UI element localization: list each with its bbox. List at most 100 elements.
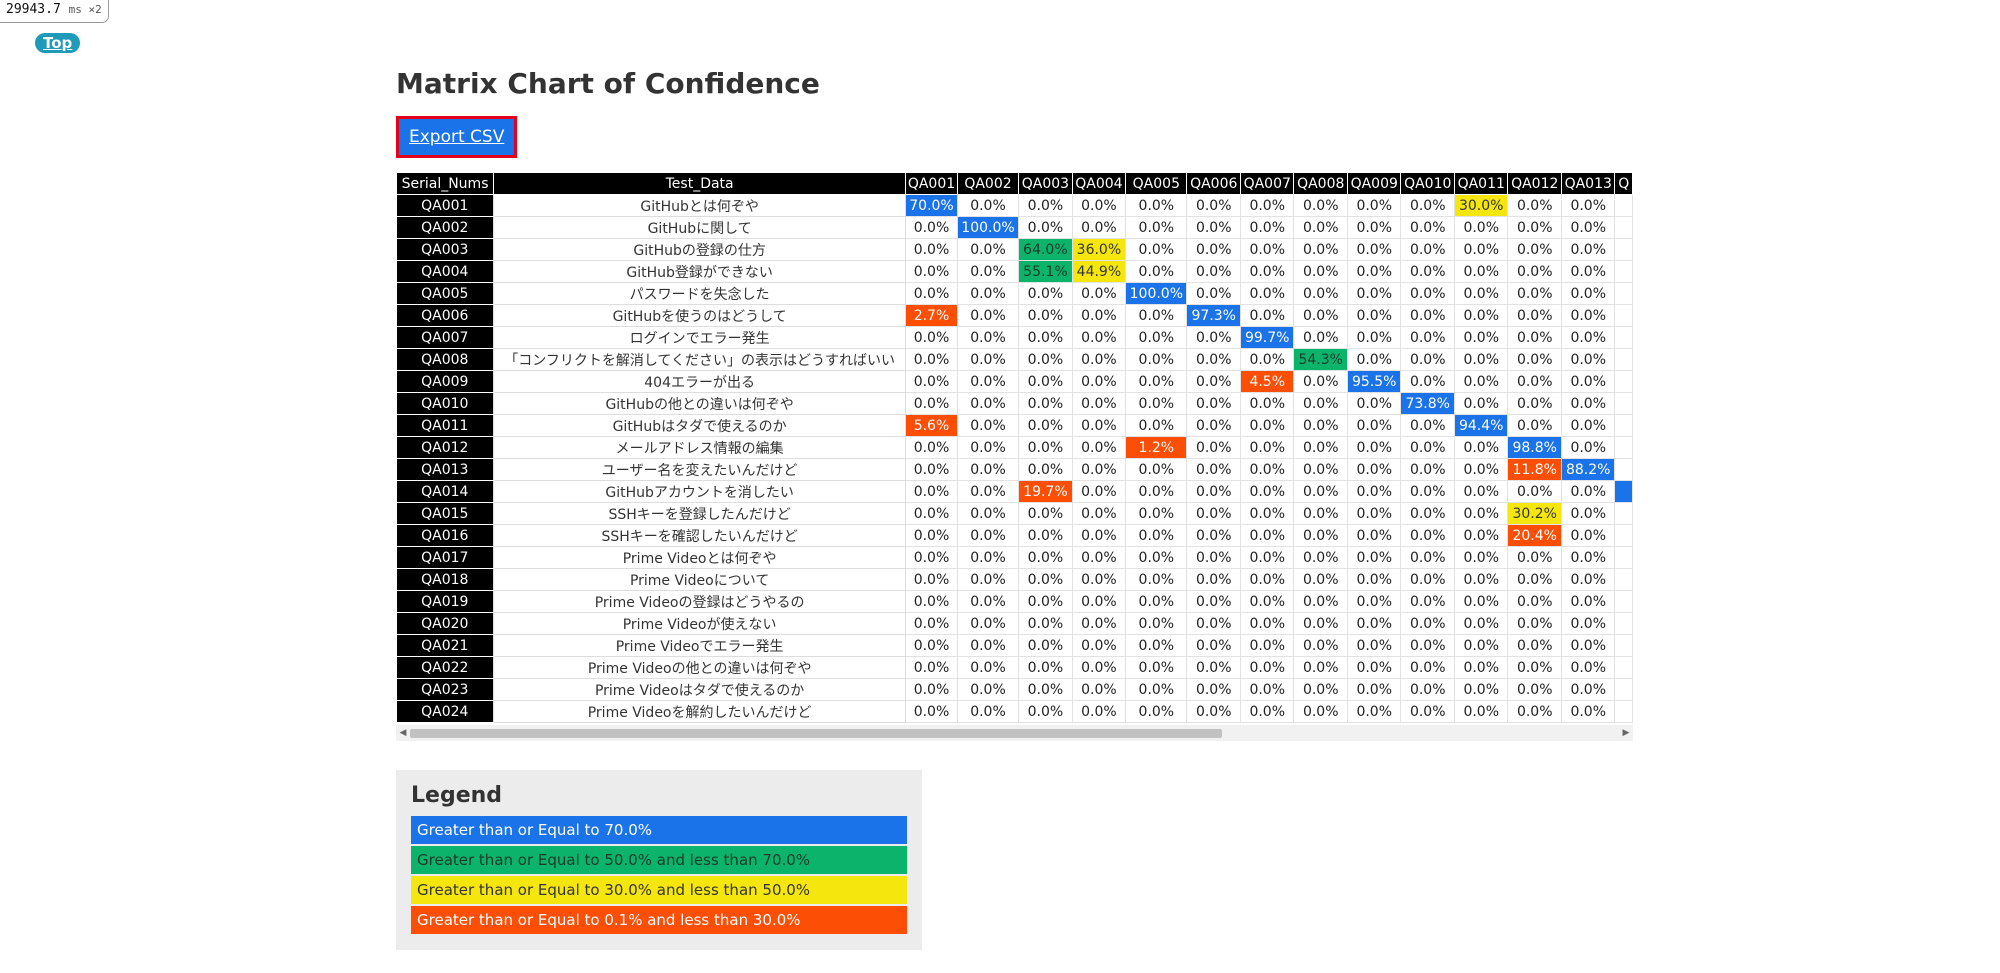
confidence-cell: 0.0%: [956, 282, 1020, 305]
row-test-data: 「コンフリクトを解消してください」の表示はどうすればいい: [493, 348, 907, 371]
confidence-cell: 0.0%: [905, 502, 958, 525]
confidence-cell: 0.0%: [1453, 238, 1509, 261]
confidence-cell: 0.0%: [1507, 480, 1562, 503]
confidence-cell: 0.0%: [1186, 590, 1241, 613]
confidence-cell: 0.0%: [1507, 282, 1562, 305]
confidence-cell: 0.0%: [1018, 590, 1073, 613]
header-serial-nums: Serial_Nums: [396, 172, 495, 195]
confidence-cell: [1614, 502, 1633, 525]
confidence-cell: 0.0%: [1400, 700, 1455, 723]
confidence-cell: 97.3%: [1186, 304, 1241, 327]
confidence-cell: 0.0%: [1507, 348, 1562, 371]
scrollbar-thumb[interactable]: [410, 729, 1222, 738]
table-row: QA010 GitHubの他との違いは何ぞや 0.0% 0.0% 0.0% 0.0% 0.0…: [396, 392, 1633, 415]
confidence-cell: 0.0%: [956, 436, 1020, 459]
table-row: QA021 Prime Videoでエラー発生 0.0% 0.0% 0.0% 0.0% 0.…: [396, 634, 1633, 657]
confidence-cell: 0.0%: [1125, 238, 1188, 261]
confidence-cell: 0.0%: [1125, 480, 1188, 503]
confidence-cell: 0.0%: [1346, 502, 1402, 525]
confidence-cell: 0.0%: [1346, 700, 1402, 723]
confidence-cell: 0.0%: [905, 348, 958, 371]
confidence-cell: 0.0%: [956, 678, 1020, 701]
confidence-cell: 0.0%: [905, 590, 958, 613]
confidence-cell: 0.0%: [1239, 260, 1295, 283]
scroll-right-arrow-icon[interactable]: ▶: [1622, 728, 1630, 738]
confidence-cell: 0.0%: [1507, 634, 1562, 657]
confidence-cell: 0.0%: [1018, 370, 1073, 393]
confidence-cell: 0.0%: [1400, 568, 1455, 591]
table-row: QA024 Prime Videoを解約したいんだけど 0.0% 0.0% 0.0% 0.…: [396, 700, 1633, 723]
confidence-cell: 0.0%: [1293, 524, 1348, 547]
table-row: QA001 GitHubとは何ぞや 70.0% 0.0% 0.0% 0.0% 0.0% 0.0…: [396, 194, 1633, 217]
row-serial: QA004: [396, 260, 494, 283]
confidence-cell: 0.0%: [1071, 414, 1127, 437]
confidence-cell: 0.0%: [1453, 260, 1509, 283]
confidence-cell: 0.0%: [1453, 612, 1509, 635]
confidence-cell: 0.0%: [1293, 678, 1348, 701]
column-header: QA003: [1018, 172, 1073, 195]
confidence-cell: 0.0%: [956, 568, 1020, 591]
confidence-cell: [1614, 458, 1633, 481]
confidence-cell: 0.0%: [1400, 260, 1455, 283]
confidence-cell: 0.0%: [1346, 458, 1402, 481]
confidence-cell: 0.0%: [1186, 348, 1241, 371]
confidence-cell: [1614, 590, 1633, 613]
confidence-cell: 0.0%: [1293, 656, 1348, 679]
confidence-cell: 0.0%: [956, 480, 1020, 503]
confidence-cell: 0.0%: [1507, 194, 1562, 217]
confidence-cell: 0.0%: [1018, 678, 1073, 701]
confidence-cell: [1614, 480, 1633, 503]
confidence-cell: 0.0%: [1239, 458, 1295, 481]
legend-title: Legend: [411, 783, 503, 808]
horizontal-scrollbar[interactable]: ◀ ▶: [396, 725, 1633, 741]
matrix-table-scroll[interactable]: Serial_Nums Test_Data QA001 QA002 QA003 QA004…: [396, 172, 1633, 723]
confidence-cell: 0.0%: [905, 612, 958, 635]
confidence-cell: 100.0%: [1125, 282, 1188, 305]
confidence-cell: 54.3%: [1293, 348, 1348, 371]
row-serial: QA021: [396, 634, 494, 657]
confidence-cell: 0.0%: [1239, 282, 1295, 305]
confidence-cell: 0.0%: [1453, 480, 1509, 503]
row-test-data: GitHubとは何ぞや: [493, 194, 907, 217]
confidence-cell: 0.0%: [1346, 238, 1402, 261]
confidence-cell: 11.8%: [1507, 458, 1562, 481]
confidence-cell: 0.0%: [1018, 194, 1073, 217]
confidence-cell: 0.0%: [1507, 612, 1562, 635]
confidence-cell: 0.0%: [1346, 546, 1402, 569]
confidence-cell: 0.0%: [905, 700, 958, 723]
confidence-cell: 0.0%: [1293, 326, 1348, 349]
confidence-cell: 0.0%: [1400, 414, 1455, 437]
table-row: QA022 Prime Videoの他との違いは何ぞや 0.0% 0.0% 0.0% 0.…: [396, 656, 1633, 679]
confidence-cell: 0.0%: [1507, 238, 1562, 261]
confidence-cell: 98.8%: [1507, 436, 1562, 459]
confidence-cell: 0.0%: [1293, 502, 1348, 525]
confidence-cell: 0.0%: [1239, 634, 1295, 657]
column-header: QA001: [905, 172, 958, 195]
row-test-data: 404エラーが出る: [493, 370, 907, 393]
confidence-cell: 0.0%: [1400, 634, 1455, 657]
table-row: QA012 メールアドレス情報の編集 0.0% 0.0% 0.0% 0.0% 1.2% 0.0…: [396, 436, 1633, 459]
confidence-cell: [1614, 524, 1633, 547]
confidence-cell: [1614, 282, 1633, 305]
confidence-cell: [1614, 194, 1633, 217]
scroll-left-arrow-icon[interactable]: ◀: [399, 728, 407, 738]
column-header: QA008: [1293, 172, 1348, 195]
confidence-cell: 0.0%: [956, 524, 1020, 547]
confidence-cell: 0.0%: [1400, 348, 1455, 371]
table-row: QA016 SSHキーを確認したいんだけど 0.0% 0.0% 0.0% 0.0% 0.0%…: [396, 524, 1633, 547]
row-serial: QA015: [396, 502, 494, 525]
top-link-button[interactable]: Top: [35, 33, 81, 53]
confidence-cell: 0.0%: [905, 326, 958, 349]
table-row: QA006 GitHubを使うのはどうして 2.7% 0.0% 0.0% 0.0% 0.0%…: [396, 304, 1633, 327]
confidence-cell: 0.0%: [956, 348, 1020, 371]
column-header: Q: [1614, 172, 1633, 195]
table-row: QA015 SSHキーを登録したんだけど 0.0% 0.0% 0.0% 0.0% 0.0% 0…: [396, 502, 1633, 525]
confidence-cell: 0.0%: [1560, 590, 1616, 613]
confidence-cell: 0.0%: [1507, 546, 1562, 569]
row-test-data: Prime Videoの登録はどうやるの: [493, 590, 907, 613]
confidence-cell: 0.0%: [1560, 238, 1616, 261]
export-csv-button[interactable]: Export CSV: [399, 119, 515, 155]
row-test-data: Prime Videoの他との違いは何ぞや: [493, 656, 907, 679]
confidence-cell: [1614, 700, 1633, 723]
confidence-cell: 30.0%: [1453, 194, 1509, 217]
